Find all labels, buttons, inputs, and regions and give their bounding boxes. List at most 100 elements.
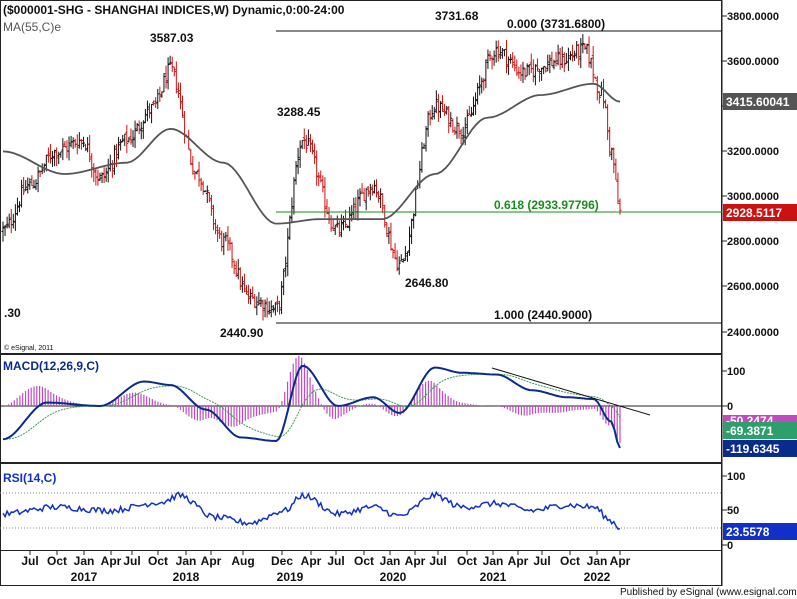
price-candle [71,137,75,149]
rsi-tick-label: 100 [727,471,745,483]
price-candle [399,254,403,262]
price-tick-label: 3200.0000 [727,146,779,158]
price-candle [240,276,244,293]
price-candle [162,73,166,93]
price-candle [428,109,432,126]
price-candle [597,91,601,104]
price-candle [88,134,92,163]
copyright-note: © eSignal, 2011 [4,344,54,352]
price-candle [81,136,85,148]
price-candle [368,183,372,201]
price-candle [480,77,484,94]
price-candle [209,194,213,216]
price-candle [333,224,337,236]
price-candle [84,143,88,152]
price-candle [397,256,401,275]
price-candle [234,260,238,277]
price-candle [168,55,172,66]
price-candle [158,86,162,103]
month-tick-label: Oct [457,554,477,568]
price-candle [251,286,255,299]
price-candle [424,126,428,152]
price-candle [298,140,302,168]
price-candle [181,95,185,118]
price-candle [205,185,209,203]
price-candle [75,134,79,155]
month-tick-label: Jan [176,554,197,568]
price-candle [28,178,32,190]
price-candle [556,44,560,66]
macd-line [2,364,621,449]
price-candle [383,204,387,228]
price-candle [566,47,570,71]
time-axis: Jul Oct Jan Apr Jul Oct Jan Apr Aug Dec Apr Jul Oct J… [21,551,631,584]
month-tick-label: Apr [405,554,426,568]
price-candle [587,36,591,68]
price-candle [112,144,116,175]
macd-signal-tag-text: -69.3871 [726,424,774,438]
month-tick-label: Jul [123,554,140,568]
price-candle [249,288,253,305]
price-candle [459,128,463,145]
macd-trend-line [491,367,651,416]
price-candle [548,54,552,74]
price-candle [106,158,110,183]
price-tick-label: 3000.0000 [727,191,779,203]
price-candle [141,120,145,139]
price-candle [469,106,473,117]
ma-value-tag [723,93,797,110]
year-tick-label: 2018 [173,570,200,584]
price-candle [593,76,597,79]
price-candle [139,121,143,140]
panel-frames [0,0,723,586]
price-tick-label: 2400.0000 [727,327,779,339]
price-candle [414,188,418,217]
price-candle [438,101,442,119]
fib-1-label: 1.000 (2440.9000) [494,308,592,322]
price-candle [255,296,259,316]
price-candle [232,260,236,275]
month-tick-label: Apr [610,554,631,568]
month-tick-label: Jan [74,554,95,568]
price-candle [542,65,546,75]
price-candle [366,186,370,197]
price-candle [335,215,339,228]
month-tick-label: Oct [148,554,168,568]
rsi-tick-label: 0 [727,540,733,552]
price-tick-label: 3800.0000 [727,11,779,23]
price-candle [323,177,327,218]
price-candle [1,221,5,242]
year-tick-label: 2021 [480,570,507,584]
price-candle [15,197,19,216]
price-candle [26,177,30,194]
price-candle [273,302,277,316]
price-candle [7,213,11,229]
price-candle [176,82,180,98]
month-tick-label: Jul [327,554,344,568]
price-candle [494,40,498,63]
rsi-value-tag [723,523,797,540]
price-candle [591,45,595,83]
fib-618-label: 0.618 (2933.97796) [494,198,599,212]
price-candle [614,158,618,181]
macd-value-tag-text: -119.6345 [726,442,780,456]
price-candle [410,218,414,245]
price-candle [513,55,517,72]
price-candle [269,300,273,318]
price-candle [393,243,397,260]
month-tick-label: Dec [271,554,293,568]
price-candle [430,105,434,120]
month-tick-label: Jul [533,554,550,568]
price-candle [313,143,317,165]
price-candle [242,273,246,293]
month-tick-label: Jul [429,554,446,568]
price-candle [352,197,356,220]
price-candle [189,149,193,166]
price-candle [540,67,544,81]
price-candle [137,120,141,135]
price-candle [247,284,251,304]
ma-55-line [2,82,621,225]
price-candle [364,188,368,211]
price-candle [453,126,457,136]
